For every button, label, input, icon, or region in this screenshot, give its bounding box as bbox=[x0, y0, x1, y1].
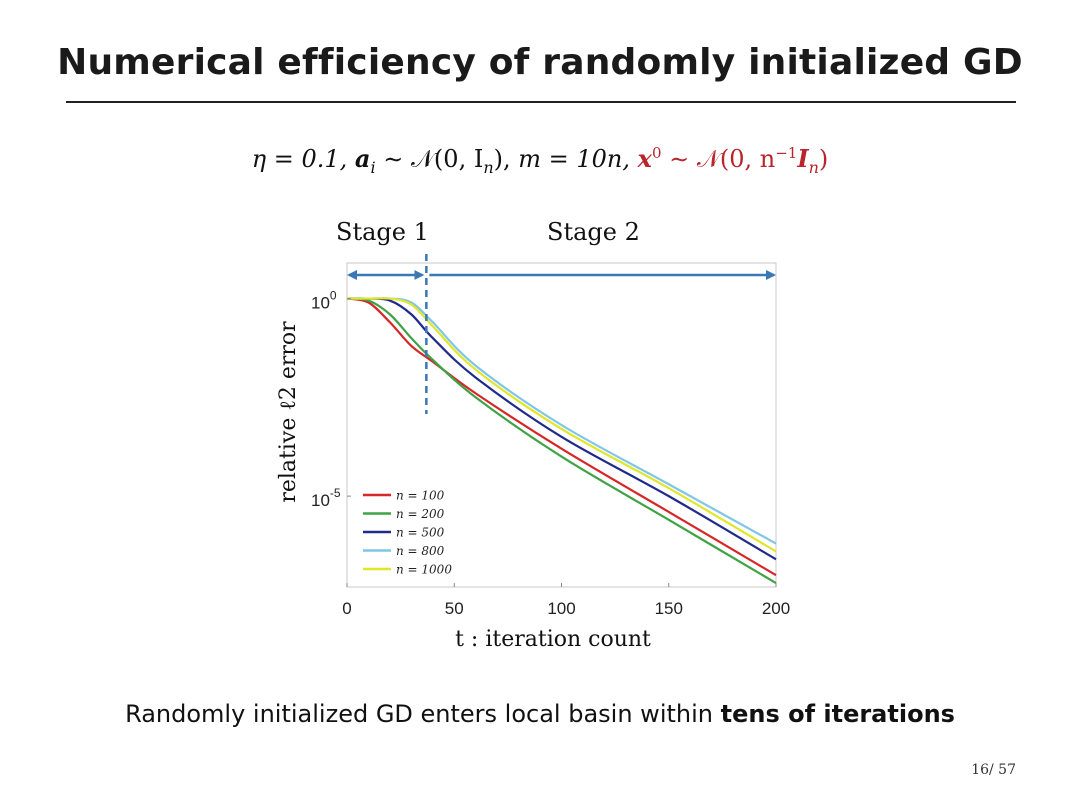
y-tick-exponent-2: -5 bbox=[330, 486, 341, 500]
stage-1-label: Stage 1 bbox=[336, 218, 429, 246]
x-tick-label-200: 200 bbox=[762, 599, 790, 618]
y-tick-label-1: 100 bbox=[311, 289, 337, 313]
variance-exponent: −1 bbox=[775, 144, 798, 162]
series-line-5 bbox=[346, 297, 777, 553]
sensing-vector-distribution-close: ), bbox=[493, 145, 511, 173]
initial-identity-dimension: n bbox=[808, 157, 819, 177]
y-tick-label-2: 10-5 bbox=[311, 486, 341, 510]
series-layer bbox=[346, 297, 777, 584]
title-divider bbox=[66, 101, 1016, 103]
x-tick-label-100: 100 bbox=[547, 599, 575, 618]
eta-setting: η = 0.1, bbox=[251, 145, 348, 173]
legend-label-2: n = 200 bbox=[396, 507, 445, 521]
legend-label-1: n = 100 bbox=[396, 489, 445, 503]
initial-point-distribution: ∼ 𝒩(0, n bbox=[661, 145, 776, 173]
sample-size-setting: m = 10n, bbox=[518, 145, 631, 173]
sensing-vector-index: i bbox=[370, 157, 376, 177]
initial-identity-symbol: I bbox=[797, 144, 809, 173]
x-axis-label: t : iteration count bbox=[455, 627, 651, 652]
legend: n = 100 n = 200 n = 500 n = 800 n = 1000 bbox=[363, 489, 452, 577]
x-tick-label-0: 0 bbox=[342, 599, 351, 618]
x-tick-label-50: 50 bbox=[445, 599, 464, 618]
initial-point-symbol: x bbox=[637, 144, 652, 173]
slide-title: Numerical efficiency of randomly initial… bbox=[57, 42, 1023, 83]
stage-2-label: Stage 2 bbox=[547, 218, 640, 246]
legend-label-4: n = 800 bbox=[396, 544, 445, 558]
initial-point-superscript: 0 bbox=[651, 144, 662, 162]
slide-caption: Randomly initialized GD enters local bas… bbox=[0, 700, 1080, 728]
legend-label-5: n = 1000 bbox=[396, 563, 452, 577]
initial-point-distribution-close: ) bbox=[818, 145, 829, 173]
y-tick-exponent-1: 0 bbox=[330, 289, 337, 303]
caption-emphasis: tens of iterations bbox=[720, 700, 955, 728]
parameter-line: η = 0.1, ai ∼ 𝒩(0, In), m = 10n, x0 ∼ 𝒩(… bbox=[0, 144, 1080, 177]
sensing-vector-distribution: ∼ 𝒩(0, I bbox=[375, 145, 484, 173]
legend-label-3: n = 500 bbox=[396, 526, 445, 540]
stage-annotations bbox=[347, 254, 776, 414]
caption-text: Randomly initialized GD enters local bas… bbox=[125, 700, 721, 728]
sensing-vector-setting: ai ∼ 𝒩(0, In), bbox=[354, 144, 511, 177]
y-axis-label: relative ℓ2 error bbox=[276, 321, 301, 503]
sensing-vector-symbol: a bbox=[354, 144, 371, 173]
identity-dimension: n bbox=[483, 157, 494, 177]
x-tick-label-150: 150 bbox=[655, 599, 683, 618]
page-number: 16/ 57 bbox=[971, 762, 1016, 778]
series-line-2 bbox=[346, 297, 777, 584]
initialization-setting: x0 ∼ 𝒩(0, n−1In) bbox=[637, 144, 829, 177]
